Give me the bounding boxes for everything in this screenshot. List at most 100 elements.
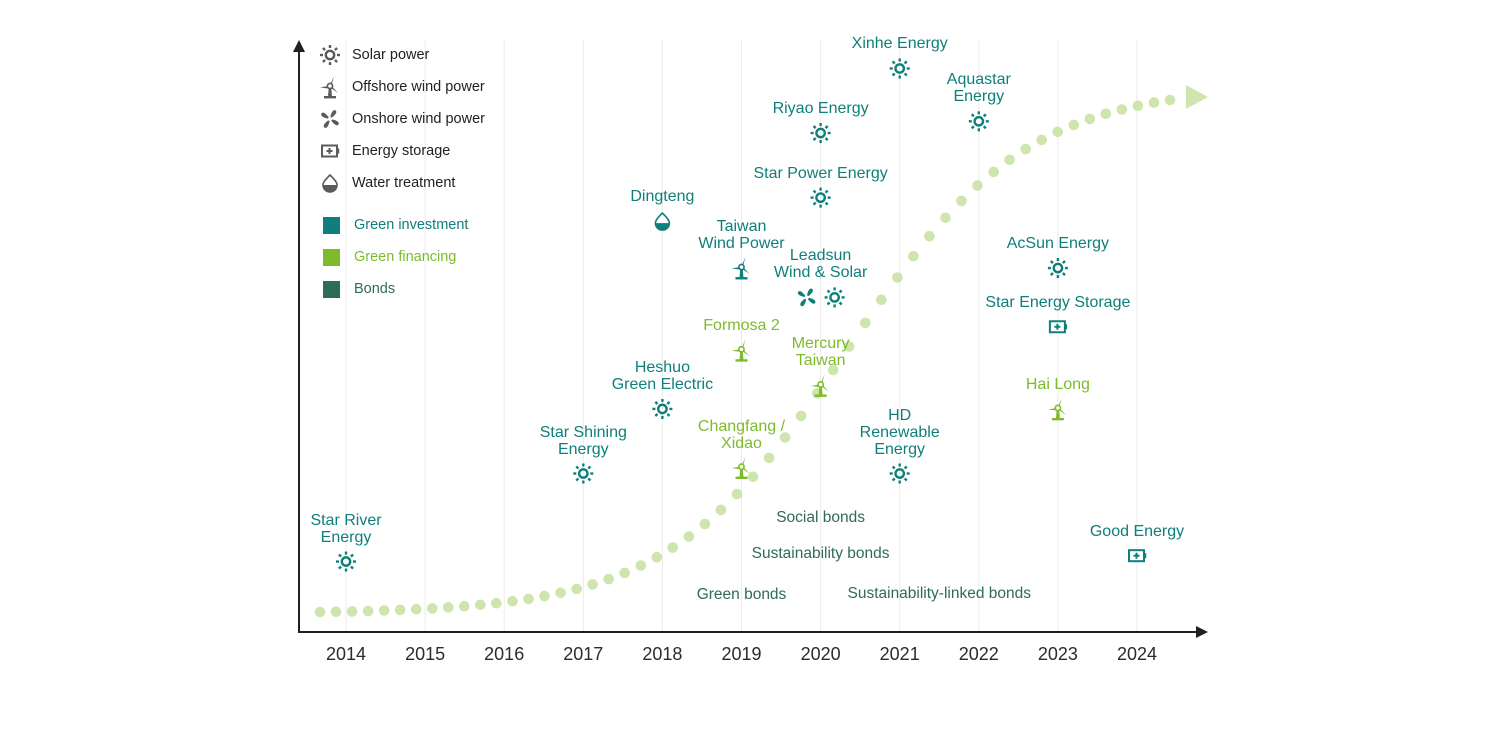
x-tick-label: 2019 bbox=[721, 644, 762, 664]
trend-dot bbox=[843, 341, 855, 352]
trend-dot bbox=[779, 432, 791, 443]
sun-icon bbox=[810, 123, 831, 144]
onshore-wind-icon bbox=[797, 288, 816, 307]
project-label: Aquastar Energy bbox=[946, 71, 1011, 106]
sun-icon bbox=[810, 187, 831, 208]
trend-dot bbox=[539, 590, 550, 602]
onshore-wind-icon bbox=[318, 108, 342, 130]
sun-icon bbox=[318, 44, 342, 66]
trend-dot bbox=[491, 597, 502, 609]
x-tick-label: 2017 bbox=[563, 644, 604, 664]
sun-icon bbox=[1047, 258, 1068, 279]
y-axis-arrow bbox=[293, 40, 305, 52]
project-label: Hai Long bbox=[1025, 375, 1090, 393]
offshore-wind-icon bbox=[810, 374, 829, 397]
legend-swatch bbox=[323, 216, 340, 234]
trend-dot bbox=[523, 593, 534, 605]
trend-dot bbox=[908, 250, 919, 262]
legend-item-solar: Solar power bbox=[318, 44, 429, 66]
project-label: Good Energy bbox=[1089, 522, 1185, 540]
sun-icon bbox=[824, 287, 845, 308]
project-label: AcSun Energy bbox=[1006, 235, 1110, 253]
sun-icon bbox=[336, 551, 356, 572]
trend-dot bbox=[795, 410, 807, 422]
offshore-wind-icon bbox=[731, 339, 750, 362]
legend-item-bonds: Bonds bbox=[318, 278, 395, 300]
trend-dot bbox=[555, 587, 566, 599]
project-label: Star Shining Energy bbox=[539, 423, 627, 458]
trend-dot bbox=[988, 166, 999, 178]
x-tick-label: 2016 bbox=[484, 644, 525, 664]
trend-dot bbox=[459, 600, 470, 612]
trend-dot bbox=[972, 180, 983, 191]
trend-dot bbox=[619, 567, 630, 579]
trend-dot bbox=[731, 488, 743, 500]
trend-dot bbox=[1084, 113, 1096, 125]
project-label: Star Power Energy bbox=[753, 164, 888, 182]
trend-dot bbox=[892, 272, 903, 283]
legend-swatch bbox=[323, 280, 340, 298]
trend-dot bbox=[378, 605, 390, 616]
trend-dot bbox=[1116, 104, 1128, 115]
legend-label: Solar power bbox=[352, 47, 430, 63]
trend-dot bbox=[763, 452, 775, 464]
project-label: Heshuo Green Electric bbox=[611, 358, 714, 393]
trend-arrowhead bbox=[1186, 85, 1208, 109]
sun-icon bbox=[573, 463, 594, 484]
project-label: Star River Energy bbox=[310, 511, 382, 546]
legend-item-energy-storage: Energy storage bbox=[318, 140, 450, 162]
project-label: Riyao Energy bbox=[772, 100, 869, 118]
bond-label: Green bonds bbox=[696, 586, 787, 603]
trend-dot bbox=[635, 560, 647, 571]
battery-icon bbox=[1128, 549, 1147, 563]
trend-dot bbox=[571, 583, 582, 595]
trend-dot bbox=[346, 606, 358, 617]
bond-label: Sustainability-linked bonds bbox=[847, 585, 1032, 602]
legend-item-water-treatment: Water treatment bbox=[318, 172, 455, 194]
trend-dot bbox=[1148, 97, 1160, 108]
trend-dot bbox=[314, 606, 326, 618]
sun-icon bbox=[889, 58, 910, 79]
project-label: Taiwan Wind Power bbox=[698, 218, 785, 253]
trend-dot bbox=[667, 542, 679, 553]
legend-item-onshore-wind: Onshore wind power bbox=[318, 108, 485, 130]
water-drop-icon bbox=[318, 172, 342, 194]
legend-label: Offshore wind power bbox=[352, 79, 485, 95]
trend-dot bbox=[1068, 119, 1080, 131]
trend-dot bbox=[603, 573, 614, 585]
sun-icon bbox=[889, 463, 910, 484]
trend-dot bbox=[475, 599, 486, 611]
legend-item-green-investment: Green investment bbox=[318, 214, 468, 236]
trend-dot bbox=[1052, 126, 1063, 138]
legend-swatch bbox=[323, 248, 340, 266]
project-label: Xinhe Energy bbox=[851, 35, 948, 53]
trend-dot bbox=[940, 212, 951, 224]
trend-dot bbox=[1020, 143, 1031, 155]
trend-dot bbox=[410, 603, 422, 615]
trend-dot bbox=[1132, 100, 1144, 112]
offshore-wind-icon bbox=[731, 257, 750, 280]
offshore-wind-icon bbox=[1047, 397, 1066, 421]
trend-dot bbox=[1100, 108, 1112, 120]
trend-dot bbox=[924, 230, 935, 242]
trend-dot bbox=[699, 518, 711, 530]
trend-dot bbox=[443, 602, 454, 613]
legend-label: Water treatment bbox=[352, 175, 456, 191]
x-axis-arrow bbox=[1196, 626, 1208, 638]
bond-label: Sustainability bonds bbox=[751, 545, 890, 562]
sun-icon bbox=[652, 398, 673, 419]
project-label: Changfang / Xidao bbox=[697, 417, 786, 452]
x-tick-label: 2023 bbox=[1037, 644, 1078, 664]
legend-label: Energy storage bbox=[352, 143, 451, 159]
project-label: Mercury Taiwan bbox=[791, 335, 850, 370]
project-label: Leadsun Wind & Solar bbox=[773, 247, 868, 282]
x-tick-label: 2018 bbox=[642, 644, 683, 664]
project-label: Star Energy Storage bbox=[985, 293, 1131, 311]
legend-item-green-financing: Green financing bbox=[318, 246, 456, 268]
trend-dot bbox=[427, 603, 438, 614]
trend-dot bbox=[876, 294, 887, 306]
offshore-wind-icon bbox=[731, 456, 750, 480]
trend-dot bbox=[587, 579, 598, 590]
